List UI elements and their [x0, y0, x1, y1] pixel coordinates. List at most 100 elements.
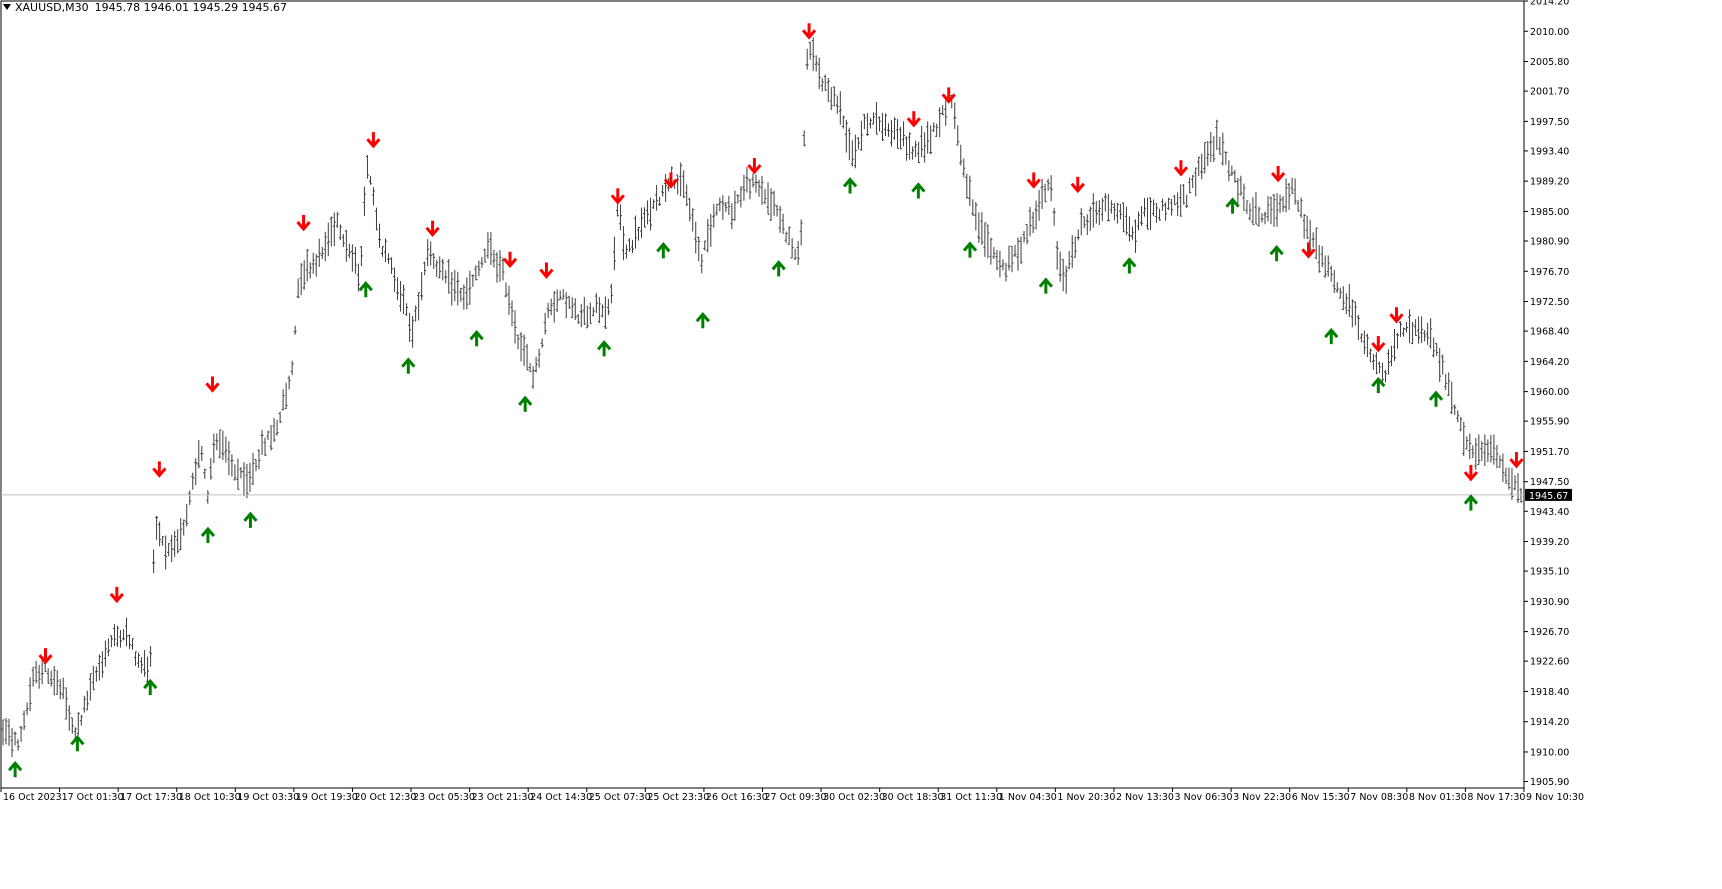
buy-arrow-icon — [1324, 327, 1339, 345]
sell-arrow-icon — [1509, 452, 1524, 469]
sell-arrow-icon — [610, 188, 625, 205]
buy-arrow-head — [518, 395, 533, 406]
buy-arrow-head — [596, 340, 612, 351]
sell-arrow-head — [296, 220, 311, 232]
buy-arrow-icon — [243, 511, 258, 528]
symbol-dropdown-icon[interactable] — [3, 4, 11, 10]
sell-arrow-head — [1270, 171, 1286, 183]
x-tick-label: 26 Oct 16:30 — [706, 792, 768, 803]
price-axis[interactable]: 2014.20 2010.00 2005.80 2001.70 1997.50 1993.… — [1524, 0, 1569, 788]
y-tick-label: 1939.20 — [1530, 537, 1569, 548]
x-tick-label: 31 Oct 11:30 — [940, 792, 1002, 803]
sell-arrow-icon — [296, 214, 311, 232]
buy-arrow-icon — [143, 678, 158, 696]
sell-arrow-icon — [539, 262, 554, 279]
buy-arrow-head — [70, 735, 85, 746]
x-tick-label: 1 Nov 04:30 — [999, 792, 1057, 803]
ohlc-bars — [1, 37, 1523, 758]
buy-arrow-icon — [358, 280, 373, 298]
buy-arrow-icon — [1269, 244, 1284, 262]
current-price-tag — [1525, 488, 1572, 501]
x-tick-label: 17 Oct 17:30 — [120, 792, 182, 803]
sell-arrow-head — [109, 592, 124, 604]
buy-arrow-head — [1428, 390, 1444, 401]
x-tick-label: 16 Oct 2023 — [3, 792, 62, 803]
sell-arrow-icon — [425, 220, 440, 238]
x-tick-label: 25 Oct 07:30 — [589, 792, 651, 803]
buy-arrow-head — [1463, 494, 1479, 505]
x-tick-label: 18 Oct 10:30 — [179, 792, 241, 803]
sell-arrow-head — [610, 194, 625, 205]
buy-arrow-head — [358, 280, 373, 292]
buy-arrow-head — [771, 260, 786, 271]
sell-arrow-icon — [366, 132, 381, 149]
y-tick-label: 1943.40 — [1530, 507, 1569, 518]
y-tick-label: 1905.90 — [1530, 777, 1569, 788]
x-tick-label: 3 Nov 06:30 — [1175, 792, 1233, 803]
sell-arrow-icon — [152, 461, 167, 478]
x-tick-label: 30 Oct 02:30 — [823, 792, 885, 803]
sell-arrow-icon — [1173, 160, 1189, 177]
y-tick-label: 1926.70 — [1530, 627, 1569, 638]
buy-arrow-icon — [1371, 376, 1386, 394]
buy-arrow-head — [695, 311, 710, 323]
sell-arrow-head — [1026, 178, 1041, 189]
buy-arrow-head — [1324, 327, 1339, 339]
buy-arrow-head — [656, 242, 671, 253]
buy-arrow-icon — [1122, 257, 1137, 274]
plot-border — [0, 0, 1525, 789]
buy-arrow-icon — [518, 395, 533, 412]
y-tick-label: 1910.00 — [1530, 747, 1569, 758]
signal-arrows — [8, 23, 1524, 778]
plot-frame — [0, 0, 1525, 789]
sell-arrow-head — [152, 467, 167, 478]
y-tick-label: 2010.00 — [1530, 27, 1569, 38]
buy-arrow-head — [1269, 244, 1284, 256]
sell-arrow-head — [941, 93, 956, 104]
buy-arrow-icon — [469, 329, 484, 347]
buy-arrow-icon — [656, 242, 671, 259]
x-tick-label: 1 Nov 20:30 — [1057, 792, 1115, 803]
sell-arrow-head — [1509, 458, 1524, 469]
sell-arrow-icon — [502, 251, 518, 269]
buy-arrow-head — [243, 511, 258, 522]
buy-arrow-head — [1122, 257, 1137, 268]
sell-arrow-head — [1463, 471, 1479, 482]
sell-arrow-head — [366, 138, 381, 149]
x-tick-label: 19 Oct 03:30 — [237, 792, 299, 803]
buy-arrow-head — [1371, 376, 1386, 388]
sell-arrow-head — [801, 29, 817, 40]
y-tick-label: 1918.40 — [1530, 687, 1569, 698]
sell-arrow-head — [539, 268, 554, 279]
x-tick-label: 20 Oct 12:30 — [354, 792, 416, 803]
buy-arrow-icon — [401, 357, 416, 374]
sell-arrow-head — [502, 257, 518, 269]
y-tick-label: 2005.80 — [1530, 57, 1569, 68]
y-tick-label: 1985.00 — [1530, 207, 1569, 218]
y-tick-label: 1968.40 — [1530, 327, 1569, 338]
y-tick-label: 1914.20 — [1530, 717, 1569, 728]
sell-arrow-icon — [1463, 465, 1479, 482]
buy-arrow-icon — [962, 241, 978, 258]
sell-arrow-icon — [663, 172, 679, 189]
sell-arrow-head — [205, 382, 220, 393]
x-tick-label: 3 Nov 22:30 — [1233, 792, 1291, 803]
buy-arrow-icon — [1428, 390, 1444, 407]
buy-arrow-head — [911, 182, 926, 193]
sell-arrow-icon — [906, 111, 921, 128]
y-tick-label: 2014.20 — [1530, 0, 1569, 8]
sell-arrow-head — [747, 164, 762, 175]
y-tick-label: 1993.40 — [1530, 146, 1569, 157]
buy-arrow-icon — [695, 311, 710, 329]
sell-arrow-icon — [1270, 165, 1286, 183]
buy-arrow-icon — [842, 177, 858, 194]
buy-arrow-icon — [8, 760, 23, 778]
buy-arrow-icon — [1038, 277, 1054, 294]
y-tick-label: 1997.50 — [1530, 117, 1569, 128]
sell-arrow-head — [1301, 248, 1316, 259]
sell-arrow-icon — [747, 158, 762, 175]
sell-arrow-head — [1371, 342, 1386, 353]
